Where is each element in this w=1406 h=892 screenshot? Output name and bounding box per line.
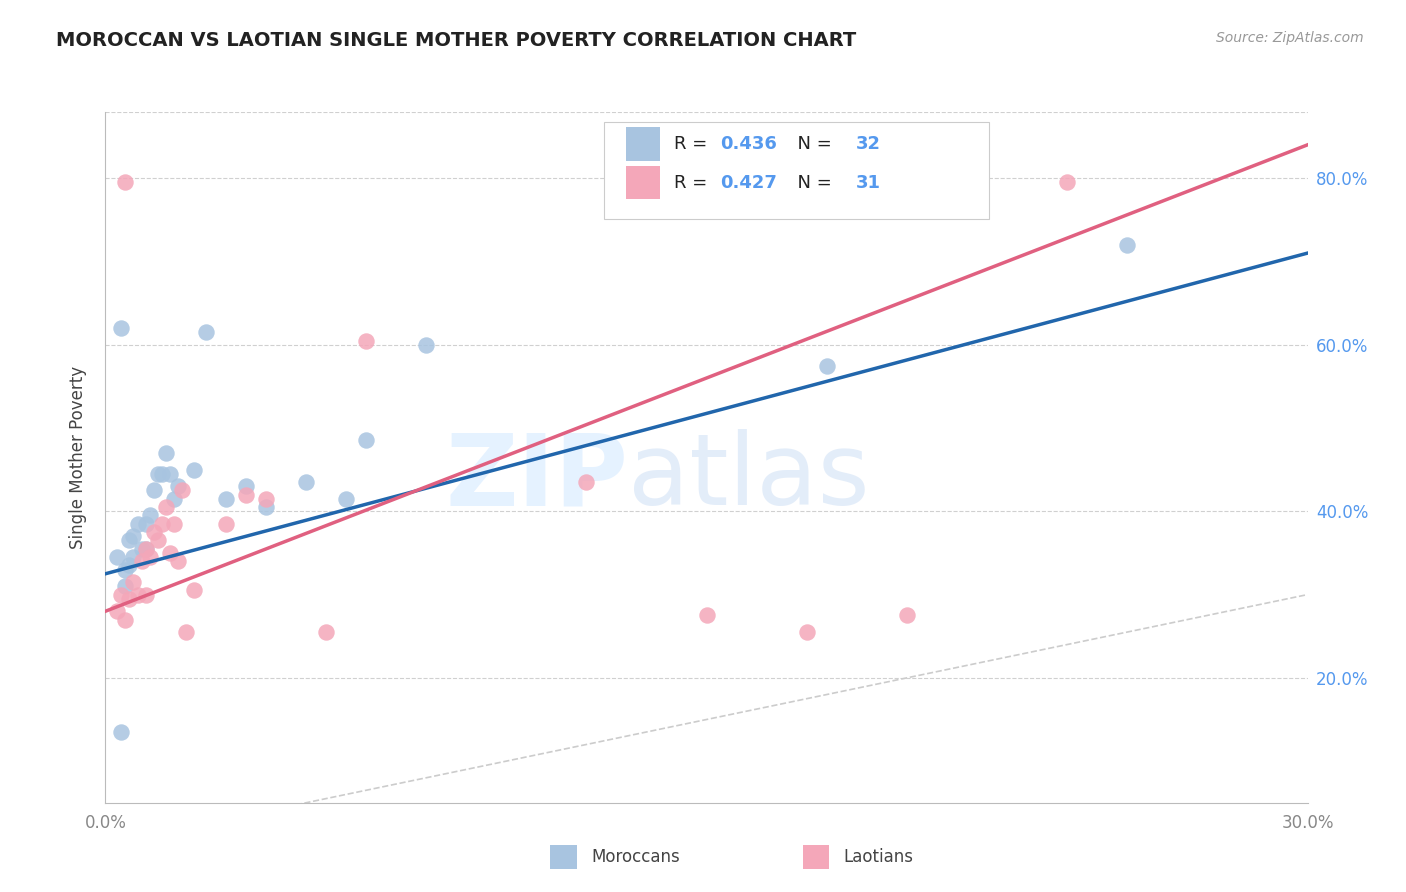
Point xyxy=(122,550,145,565)
Point xyxy=(155,500,177,515)
Point xyxy=(183,583,205,598)
Point xyxy=(142,525,165,540)
Point xyxy=(214,516,236,531)
Point xyxy=(138,508,160,523)
Point xyxy=(235,488,257,502)
Bar xyxy=(605,122,988,219)
Text: N =: N = xyxy=(786,135,838,153)
Point xyxy=(110,321,132,335)
Point xyxy=(235,479,257,493)
Text: Source: ZipAtlas.com: Source: ZipAtlas.com xyxy=(1216,31,1364,45)
Point xyxy=(146,467,169,481)
Text: 0.436: 0.436 xyxy=(720,135,776,153)
Point xyxy=(142,483,165,498)
Text: 0.427: 0.427 xyxy=(720,174,776,192)
Point xyxy=(159,546,181,560)
Point xyxy=(146,533,169,548)
Point xyxy=(122,529,145,543)
Point xyxy=(575,475,598,490)
Text: atlas: atlas xyxy=(628,429,870,526)
Text: 32: 32 xyxy=(856,135,880,153)
Text: Moroccans: Moroccans xyxy=(591,847,681,866)
Y-axis label: Single Mother Poverty: Single Mother Poverty xyxy=(69,366,87,549)
Point xyxy=(118,533,141,548)
Point xyxy=(194,325,217,339)
Point xyxy=(295,475,318,490)
Text: Laotians: Laotians xyxy=(844,847,914,866)
Point xyxy=(114,175,136,189)
Text: R =: R = xyxy=(673,174,713,192)
Point xyxy=(183,463,205,477)
Point xyxy=(166,479,188,493)
Point xyxy=(150,516,173,531)
Point xyxy=(214,491,236,506)
Point xyxy=(131,554,153,568)
Point xyxy=(254,500,277,515)
Point xyxy=(135,588,157,602)
Point xyxy=(107,604,129,618)
Point xyxy=(118,591,141,606)
Point xyxy=(155,446,177,460)
Point xyxy=(110,588,132,602)
Point xyxy=(254,491,277,506)
Text: 31: 31 xyxy=(856,174,880,192)
Point xyxy=(127,588,149,602)
Text: ZIP: ZIP xyxy=(446,429,628,526)
Bar xyxy=(626,128,659,161)
Point xyxy=(162,491,184,506)
Text: MOROCCAN VS LAOTIAN SINGLE MOTHER POVERTY CORRELATION CHART: MOROCCAN VS LAOTIAN SINGLE MOTHER POVERT… xyxy=(56,31,856,50)
Bar xyxy=(626,166,659,199)
Point xyxy=(162,516,184,531)
Point xyxy=(354,434,377,448)
Point xyxy=(110,725,132,739)
Point xyxy=(896,608,918,623)
Point xyxy=(122,575,145,590)
Point xyxy=(796,625,818,640)
Point xyxy=(135,516,157,531)
Point xyxy=(415,337,437,351)
Point xyxy=(131,541,153,556)
Point xyxy=(696,608,718,623)
Point xyxy=(159,467,181,481)
Point xyxy=(114,563,136,577)
Point xyxy=(1056,175,1078,189)
Bar xyxy=(803,845,830,869)
Text: R =: R = xyxy=(673,135,713,153)
Point xyxy=(174,625,197,640)
Point xyxy=(315,625,337,640)
Point xyxy=(354,334,377,348)
Point xyxy=(118,558,141,573)
Point xyxy=(127,516,149,531)
Point xyxy=(815,359,838,373)
Point xyxy=(107,550,129,565)
Point xyxy=(114,613,136,627)
Point xyxy=(135,541,157,556)
Point xyxy=(150,467,173,481)
Point xyxy=(1116,237,1139,252)
Point xyxy=(170,483,193,498)
Text: N =: N = xyxy=(786,174,838,192)
Point xyxy=(166,554,188,568)
Point xyxy=(114,579,136,593)
Point xyxy=(335,491,357,506)
Bar xyxy=(550,845,576,869)
Point xyxy=(138,550,160,565)
Point xyxy=(135,541,157,556)
